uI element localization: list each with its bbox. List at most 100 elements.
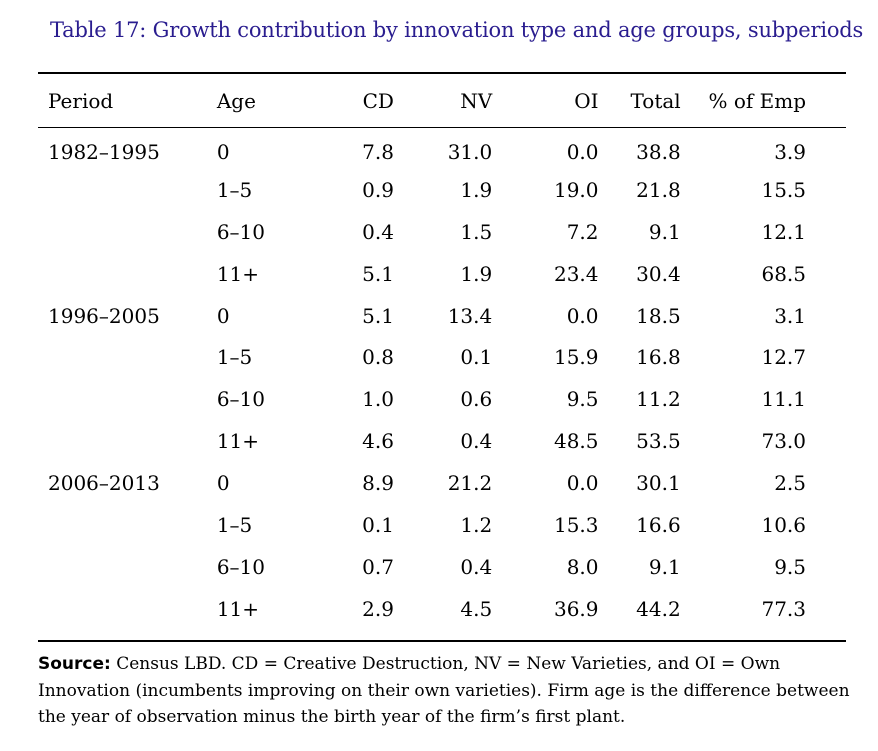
bottom-rule	[38, 640, 846, 642]
cell-oi: 23.4	[553, 261, 599, 286]
cell-age: 11+	[216, 596, 260, 621]
table-row: 11+ 4.6 0.4 48.5 53.5 73.0	[38, 420, 846, 462]
cell-period	[38, 253, 209, 295]
header-emp: % of Emp	[708, 88, 806, 113]
cell-total: 21.8	[636, 177, 681, 202]
cell-nv: 0.4	[460, 429, 493, 454]
cell-cd: 0.8	[362, 345, 394, 370]
cell-oi: 15.9	[553, 345, 599, 370]
table-row: 6–10 0.7 0.4 8.0 9.1 9.5	[38, 546, 846, 588]
cell-oi: 0.0	[566, 471, 599, 496]
cell-cd: 2.9	[362, 596, 394, 621]
cell-total: 9.1	[648, 219, 681, 244]
table-header: Period Age CD NV OI Total % of Emp	[38, 74, 846, 127]
cell-nv: 31.0	[447, 139, 493, 164]
cell-nv: 1.9	[460, 261, 493, 286]
cell-emp: 68.5	[761, 261, 806, 286]
header-rule	[38, 127, 846, 128]
cell-total: 16.6	[636, 512, 681, 537]
cell-cd: 1.0	[362, 387, 394, 412]
table-row: 1–5 0.9 1.9 19.0 21.8 15.5	[38, 169, 846, 211]
cell-oi: 8.0	[566, 554, 599, 579]
cell-period	[38, 169, 209, 211]
cell-cd: 8.9	[362, 471, 394, 496]
cell-emp: 10.6	[761, 512, 806, 537]
cell-period	[38, 420, 209, 462]
cell-emp: 12.1	[761, 219, 806, 244]
cell-cd: 0.4	[362, 219, 394, 244]
cell-age: 6–10	[216, 387, 266, 412]
cell-cd: 4.6	[362, 429, 394, 454]
cell-nv: 1.9	[460, 177, 493, 202]
cell-total: 11.2	[636, 387, 681, 412]
table-row: 1–5 0.8 0.1 15.9 16.8 12.7	[38, 336, 846, 378]
header-cd: CD	[362, 88, 394, 113]
cell-emp: 3.1	[774, 303, 806, 328]
cell-period	[38, 588, 209, 630]
table-caption: Table 17: Growth contribution by innovat…	[50, 18, 864, 42]
cell-total: 16.8	[636, 345, 681, 370]
cell-emp: 12.7	[761, 345, 806, 370]
cell-nv: 1.2	[460, 512, 493, 537]
growth-contribution-table: Period Age CD NV OI Total % of Emp 1982–…	[38, 74, 846, 630]
cell-emp: 15.5	[761, 177, 806, 202]
cell-period: 1982–1995	[48, 139, 160, 164]
cell-age: 11+	[216, 261, 260, 286]
cell-emp: 11.1	[761, 387, 806, 412]
table-row: 6–10 0.4 1.5 7.2 9.1 12.1	[38, 211, 846, 253]
cell-total: 30.1	[636, 471, 681, 496]
cell-oi: 9.5	[566, 387, 599, 412]
cell-emp: 2.5	[774, 471, 806, 496]
cell-period	[38, 336, 209, 378]
footnote-text: Census LBD. CD = Creative Destruction, N…	[38, 654, 850, 727]
header-row: Period Age CD NV OI Total % of Emp	[38, 74, 846, 127]
cell-oi: 48.5	[553, 429, 599, 454]
table-row: 1982–1995 0 7.8 31.0 0.0 38.8 3.9	[38, 127, 846, 169]
table-footnote: Source: Census LBD. CD = Creative Destru…	[38, 651, 850, 731]
cell-period	[38, 378, 209, 420]
cell-total: 53.5	[636, 429, 681, 454]
table-row: 1–5 0.1 1.2 15.3 16.6 10.6	[38, 504, 846, 546]
cell-emp: 77.3	[761, 596, 806, 621]
header-period: Period	[48, 88, 114, 113]
table-row: 6–10 1.0 0.6 9.5 11.2 11.1	[38, 378, 846, 420]
cell-cd: 0.7	[362, 554, 394, 579]
cell-period	[38, 504, 209, 546]
cell-nv: 0.1	[460, 345, 493, 370]
header-age: Age	[216, 88, 256, 113]
cell-age: 0	[216, 139, 230, 164]
cell-period	[38, 211, 209, 253]
cell-total: 18.5	[636, 303, 681, 328]
table-row: 11+ 5.1 1.9 23.4 30.4 68.5	[38, 253, 846, 295]
cell-total: 9.1	[648, 554, 681, 579]
cell-cd: 0.9	[362, 177, 394, 202]
cell-oi: 7.2	[566, 219, 599, 244]
data-table-container: Period Age CD NV OI Total % of Emp 1982–…	[38, 74, 846, 630]
cell-period: 2006–2013	[48, 471, 160, 496]
cell-age: 1–5	[216, 177, 253, 202]
cell-emp: 3.9	[774, 139, 806, 164]
cell-cd: 7.8	[362, 139, 394, 164]
cell-nv: 0.6	[460, 387, 493, 412]
cell-oi: 0.0	[566, 303, 599, 328]
cell-age: 6–10	[216, 554, 266, 579]
header-total: Total	[630, 88, 681, 113]
cell-emp: 73.0	[761, 429, 806, 454]
header-nv: NV	[460, 88, 493, 113]
cell-oi: 15.3	[553, 512, 599, 537]
cell-age: 1–5	[216, 512, 253, 537]
cell-age: 11+	[216, 429, 260, 454]
cell-nv: 4.5	[460, 596, 493, 621]
cell-age: 0	[216, 471, 230, 496]
cell-emp: 9.5	[774, 554, 806, 579]
cell-nv: 0.4	[460, 554, 493, 579]
cell-oi: 19.0	[553, 177, 599, 202]
cell-nv: 21.2	[447, 471, 493, 496]
cell-oi: 0.0	[566, 139, 599, 164]
cell-total: 38.8	[636, 139, 681, 164]
cell-total: 30.4	[636, 261, 681, 286]
table-row: 1996–2005 0 5.1 13.4 0.0 18.5 3.1	[38, 295, 846, 337]
cell-age: 6–10	[216, 219, 266, 244]
cell-nv: 13.4	[447, 303, 493, 328]
cell-period	[38, 546, 209, 588]
